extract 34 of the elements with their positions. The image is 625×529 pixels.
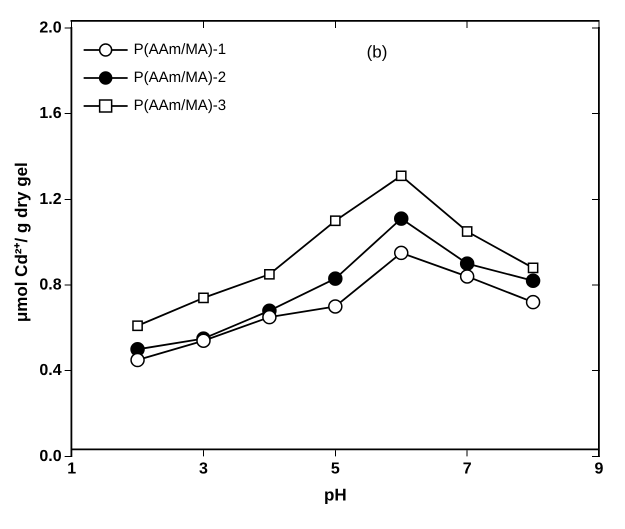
x-tick-label: 9 [594, 460, 604, 478]
point [328, 271, 343, 286]
point [262, 310, 277, 324]
legend-label: P(AAm/MA)-1 [134, 41, 226, 58]
y-tick-label: 1.2 [39, 190, 62, 208]
y-tick-label: 2.0 [39, 19, 62, 36]
y-tick-label: 0.4 [39, 362, 62, 380]
point [460, 269, 474, 284]
point [462, 226, 473, 237]
point [394, 246, 408, 260]
point [526, 294, 540, 310]
legend-label: P(AAm/MA)-3 [134, 97, 226, 114]
point [132, 320, 143, 332]
point [328, 299, 343, 314]
y-tick-label: 1.6 [39, 105, 62, 122]
annotation: (b) [366, 42, 388, 62]
x-tick-label: 1 [67, 460, 76, 478]
point [396, 170, 407, 182]
point [330, 215, 341, 226]
x-axis-title: pH [324, 485, 347, 504]
x-tick-label: 5 [330, 460, 340, 478]
point [130, 352, 145, 368]
point [528, 262, 538, 274]
y-axis-title: μmol Cd²⁺/ g dry gel [12, 162, 31, 322]
x-tick-label: 7 [462, 460, 472, 478]
point [460, 256, 474, 271]
point [394, 211, 408, 226]
point [198, 292, 209, 304]
y-tick-label: 0.8 [39, 276, 62, 294]
x-tick-label: 3 [199, 460, 208, 478]
point [526, 274, 540, 288]
y-tick-label: 0.0 [39, 448, 62, 465]
point [264, 268, 275, 280]
legend-label: P(AAm/MA)-2 [134, 69, 226, 86]
